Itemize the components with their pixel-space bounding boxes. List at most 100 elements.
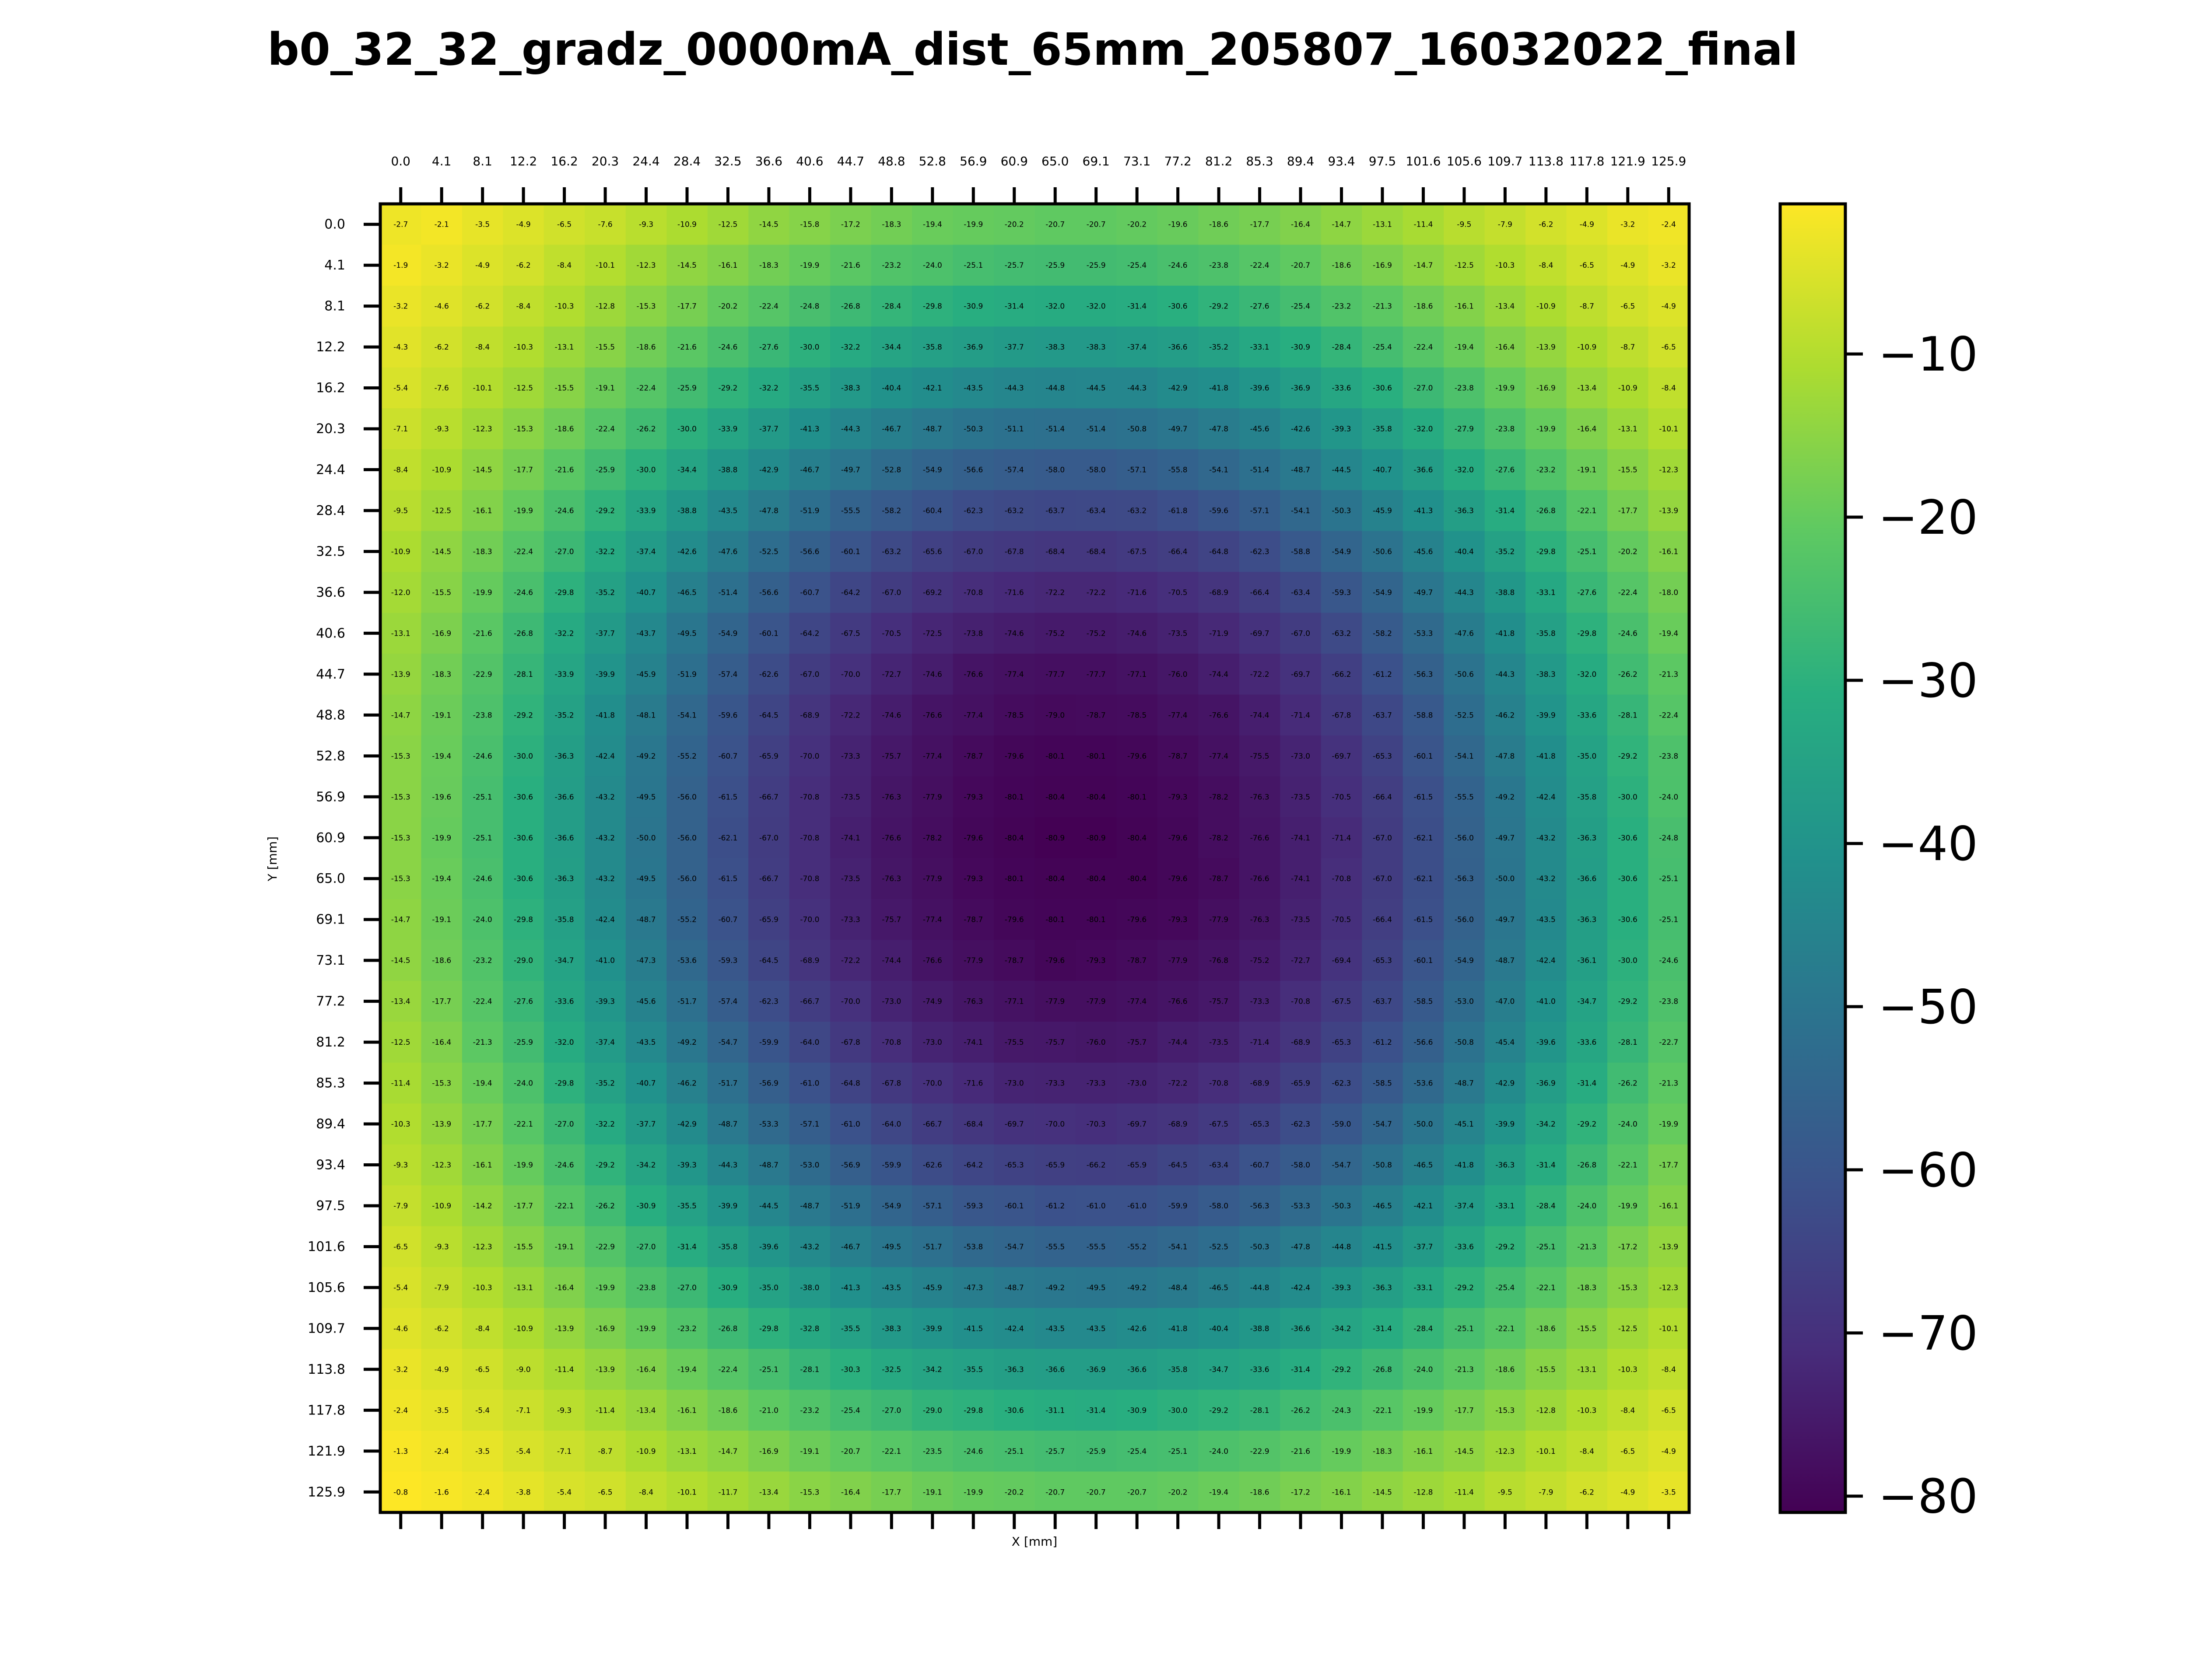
heatmap-cell <box>503 1471 544 1513</box>
cell-value-label: -49.2 <box>1495 793 1515 802</box>
heatmap-cell <box>1444 1062 1485 1104</box>
cell-value-label: -45.6 <box>1250 425 1269 434</box>
cell-value-label: -10.9 <box>637 1447 656 1456</box>
heatmap-cell <box>1239 1144 1280 1186</box>
cell-value-label: -32.2 <box>596 1120 615 1129</box>
cell-value-label: -63.2 <box>1127 507 1147 515</box>
cell-value-label: -74.9 <box>923 998 942 1006</box>
heatmap-cell <box>1280 858 1322 900</box>
heatmap-cell <box>1525 1226 1567 1267</box>
heatmap-cell <box>1280 817 1322 859</box>
heatmap-cell <box>666 245 708 286</box>
heatmap-cell <box>1075 776 1117 818</box>
heatmap-cell <box>585 612 626 654</box>
cell-value-label: -56.3 <box>1250 1202 1269 1211</box>
heatmap-cell <box>543 1349 585 1390</box>
heatmap-cell <box>1566 612 1608 654</box>
cell-value-label: -79.6 <box>1127 752 1147 761</box>
heatmap-cell <box>1321 694 1362 736</box>
cell-value-label: -17.7 <box>514 466 533 475</box>
heatmap-cell <box>994 204 1035 245</box>
cell-value-label: -75.7 <box>1209 998 1228 1006</box>
cell-value-label: -79.6 <box>1045 956 1065 965</box>
cell-value-label: -13.1 <box>1373 220 1392 229</box>
heatmap-cell <box>503 817 544 859</box>
heatmap-cell <box>543 1471 585 1513</box>
heatmap-cell <box>1321 980 1362 1022</box>
cell-value-label: -16.1 <box>473 1161 492 1170</box>
heatmap-cell <box>625 1022 667 1063</box>
cell-value-label: -31.4 <box>1127 302 1147 311</box>
heatmap-cell <box>1321 899 1362 941</box>
cell-value-label: -10.9 <box>1536 302 1556 311</box>
heatmap-cell <box>1116 285 1158 327</box>
cell-value-label: -36.9 <box>964 343 983 352</box>
y-tick-label: 28.4 <box>316 503 345 518</box>
cell-value-label: -75.5 <box>1250 752 1269 761</box>
heatmap-cell <box>1116 899 1158 941</box>
cell-value-label: -32.5 <box>882 1365 901 1374</box>
heatmap-cell <box>1362 1144 1403 1186</box>
cell-value-label: -42.9 <box>1495 1079 1515 1088</box>
heatmap-cell <box>1157 531 1199 572</box>
heatmap-cell <box>421 612 463 654</box>
cell-value-label: -19.4 <box>1209 1488 1228 1497</box>
cell-value-label: -3.8 <box>516 1488 531 1497</box>
heatmap-cell <box>1607 694 1649 736</box>
heatmap-cell <box>830 1062 872 1104</box>
cell-value-label: -21.3 <box>1577 1242 1596 1251</box>
cell-value-label: -38.0 <box>800 1284 819 1292</box>
heatmap-cell <box>953 367 994 409</box>
heatmap-cell <box>912 1226 954 1267</box>
cell-value-label: -56.6 <box>800 547 819 556</box>
heatmap-cell <box>666 367 708 409</box>
cell-value-label: -32.2 <box>841 343 860 352</box>
heatmap-cell <box>421 1471 463 1513</box>
cell-value-label: -29.8 <box>759 1324 778 1333</box>
cell-value-label: -31.4 <box>1087 1406 1106 1415</box>
heatmap-cell <box>1280 1103 1322 1145</box>
heatmap-cell <box>380 654 422 695</box>
cell-value-label: -73.3 <box>1250 998 1269 1006</box>
heatmap-cell <box>1607 449 1649 490</box>
cell-value-label: -60.4 <box>923 507 942 515</box>
heatmap-cell <box>1362 817 1403 859</box>
heatmap-cell <box>1403 531 1444 572</box>
cell-value-label: -80.9 <box>1045 834 1065 843</box>
cell-value-label: -42.1 <box>1413 1202 1433 1211</box>
heatmap-cell <box>1444 572 1485 613</box>
heatmap-cell <box>1525 940 1567 981</box>
cell-value-label: -49.5 <box>637 875 656 883</box>
cell-value-label: -48.7 <box>1495 956 1515 965</box>
heatmap-cell <box>1198 1022 1240 1063</box>
heatmap-cell <box>1648 285 1690 327</box>
cell-value-label: -71.6 <box>964 1079 983 1088</box>
heatmap-cell <box>953 899 994 941</box>
cell-value-label: -28.1 <box>1618 711 1637 720</box>
heatmap-cell <box>1157 408 1199 450</box>
heatmap-cell <box>789 449 831 490</box>
cell-value-label: -10.9 <box>432 466 451 475</box>
cell-value-label: -71.6 <box>1127 588 1147 597</box>
heatmap-cell <box>1484 612 1526 654</box>
heatmap-cell <box>1403 1349 1444 1390</box>
heatmap-cell <box>1444 1267 1485 1309</box>
cell-value-label: -77.4 <box>1127 998 1147 1006</box>
heatmap-cell <box>1280 735 1322 777</box>
cell-value-label: -10.3 <box>1618 1365 1637 1374</box>
cell-value-label: -36.3 <box>1373 1284 1392 1292</box>
heatmap-cell <box>585 735 626 777</box>
heatmap-cell <box>380 980 422 1022</box>
cell-value-label: -36.6 <box>1127 1365 1147 1374</box>
cell-value-label: -68.4 <box>1087 547 1106 556</box>
cell-value-label: -30.6 <box>514 793 533 802</box>
heatmap-cell <box>1484 326 1526 368</box>
cell-value-label: -20.7 <box>1045 1488 1065 1497</box>
heatmap-cell <box>1116 326 1158 368</box>
heatmap-cell <box>912 858 954 900</box>
heatmap-cell <box>421 1431 463 1472</box>
cell-value-label: -51.4 <box>718 588 737 597</box>
heatmap-cell <box>543 612 585 654</box>
cell-value-label: -26.2 <box>1291 1406 1310 1415</box>
heatmap-cell <box>1648 1226 1690 1267</box>
